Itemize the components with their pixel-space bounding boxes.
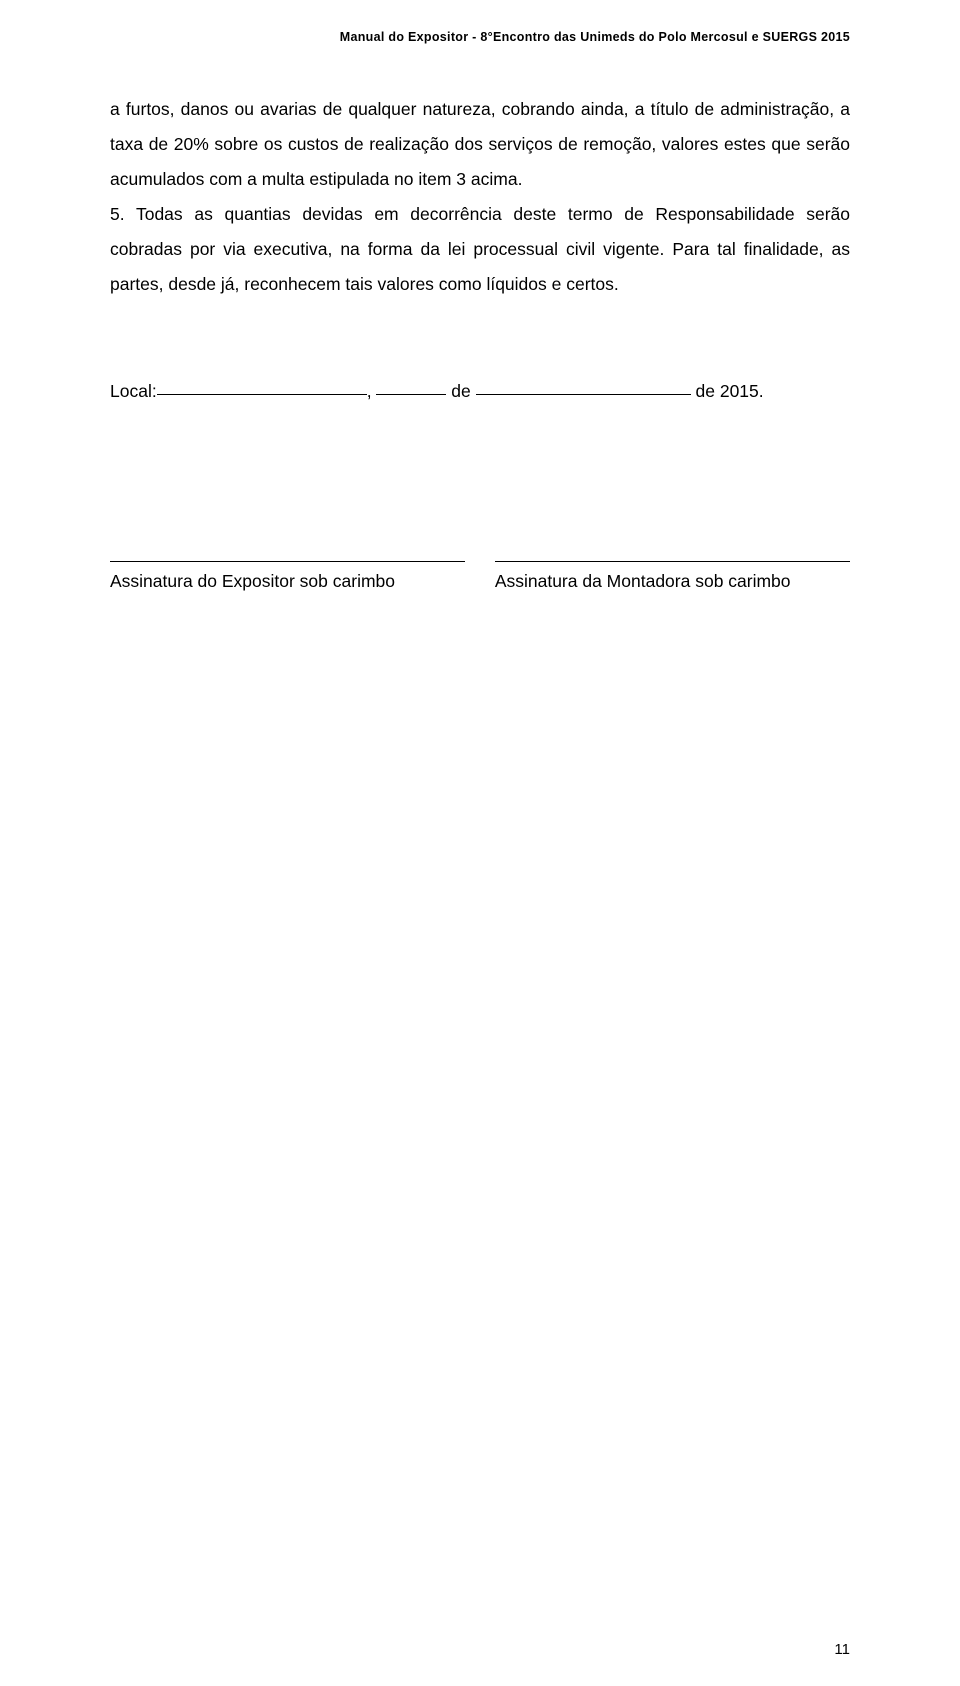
local-blank-3 xyxy=(476,394,691,395)
signature-right-block: Assinatura da Montadora sob carimbo xyxy=(495,561,850,598)
local-prefix: Local: xyxy=(110,381,157,401)
local-date-line: Local:, de de 2015. xyxy=(110,374,850,409)
signature-left-label: Assinatura do Expositor sob carimbo xyxy=(110,566,465,598)
signature-right-line xyxy=(495,561,850,562)
list-number: 5. xyxy=(110,204,125,224)
local-suffix: de 2015. xyxy=(691,381,764,401)
local-de1: de xyxy=(446,381,475,401)
signature-right-label: Assinatura da Montadora sob carimbo xyxy=(495,566,850,598)
document-header: Manual do Expositor - 8°Encontro das Uni… xyxy=(110,30,850,44)
page-number: 11 xyxy=(834,1641,850,1658)
list-item-5: 5. Todas as quantias devidas em decorrên… xyxy=(110,197,850,302)
local-comma: , xyxy=(367,381,377,401)
list-item-5-text: Todas as quantias devidas em decorrência… xyxy=(110,204,850,294)
paragraph1-text: a furtos, danos ou avarias de qualquer n… xyxy=(110,92,850,197)
page-container: Manual do Expositor - 8°Encontro das Uni… xyxy=(0,0,960,638)
paragraph-continuation: a furtos, danos ou avarias de qualquer n… xyxy=(110,92,850,197)
signatures-row: Assinatura do Expositor sob carimbo Assi… xyxy=(110,561,850,598)
local-blank-1 xyxy=(157,394,367,395)
local-blank-2 xyxy=(376,394,446,395)
signature-left-block: Assinatura do Expositor sob carimbo xyxy=(110,561,465,598)
signature-left-line xyxy=(110,561,465,562)
